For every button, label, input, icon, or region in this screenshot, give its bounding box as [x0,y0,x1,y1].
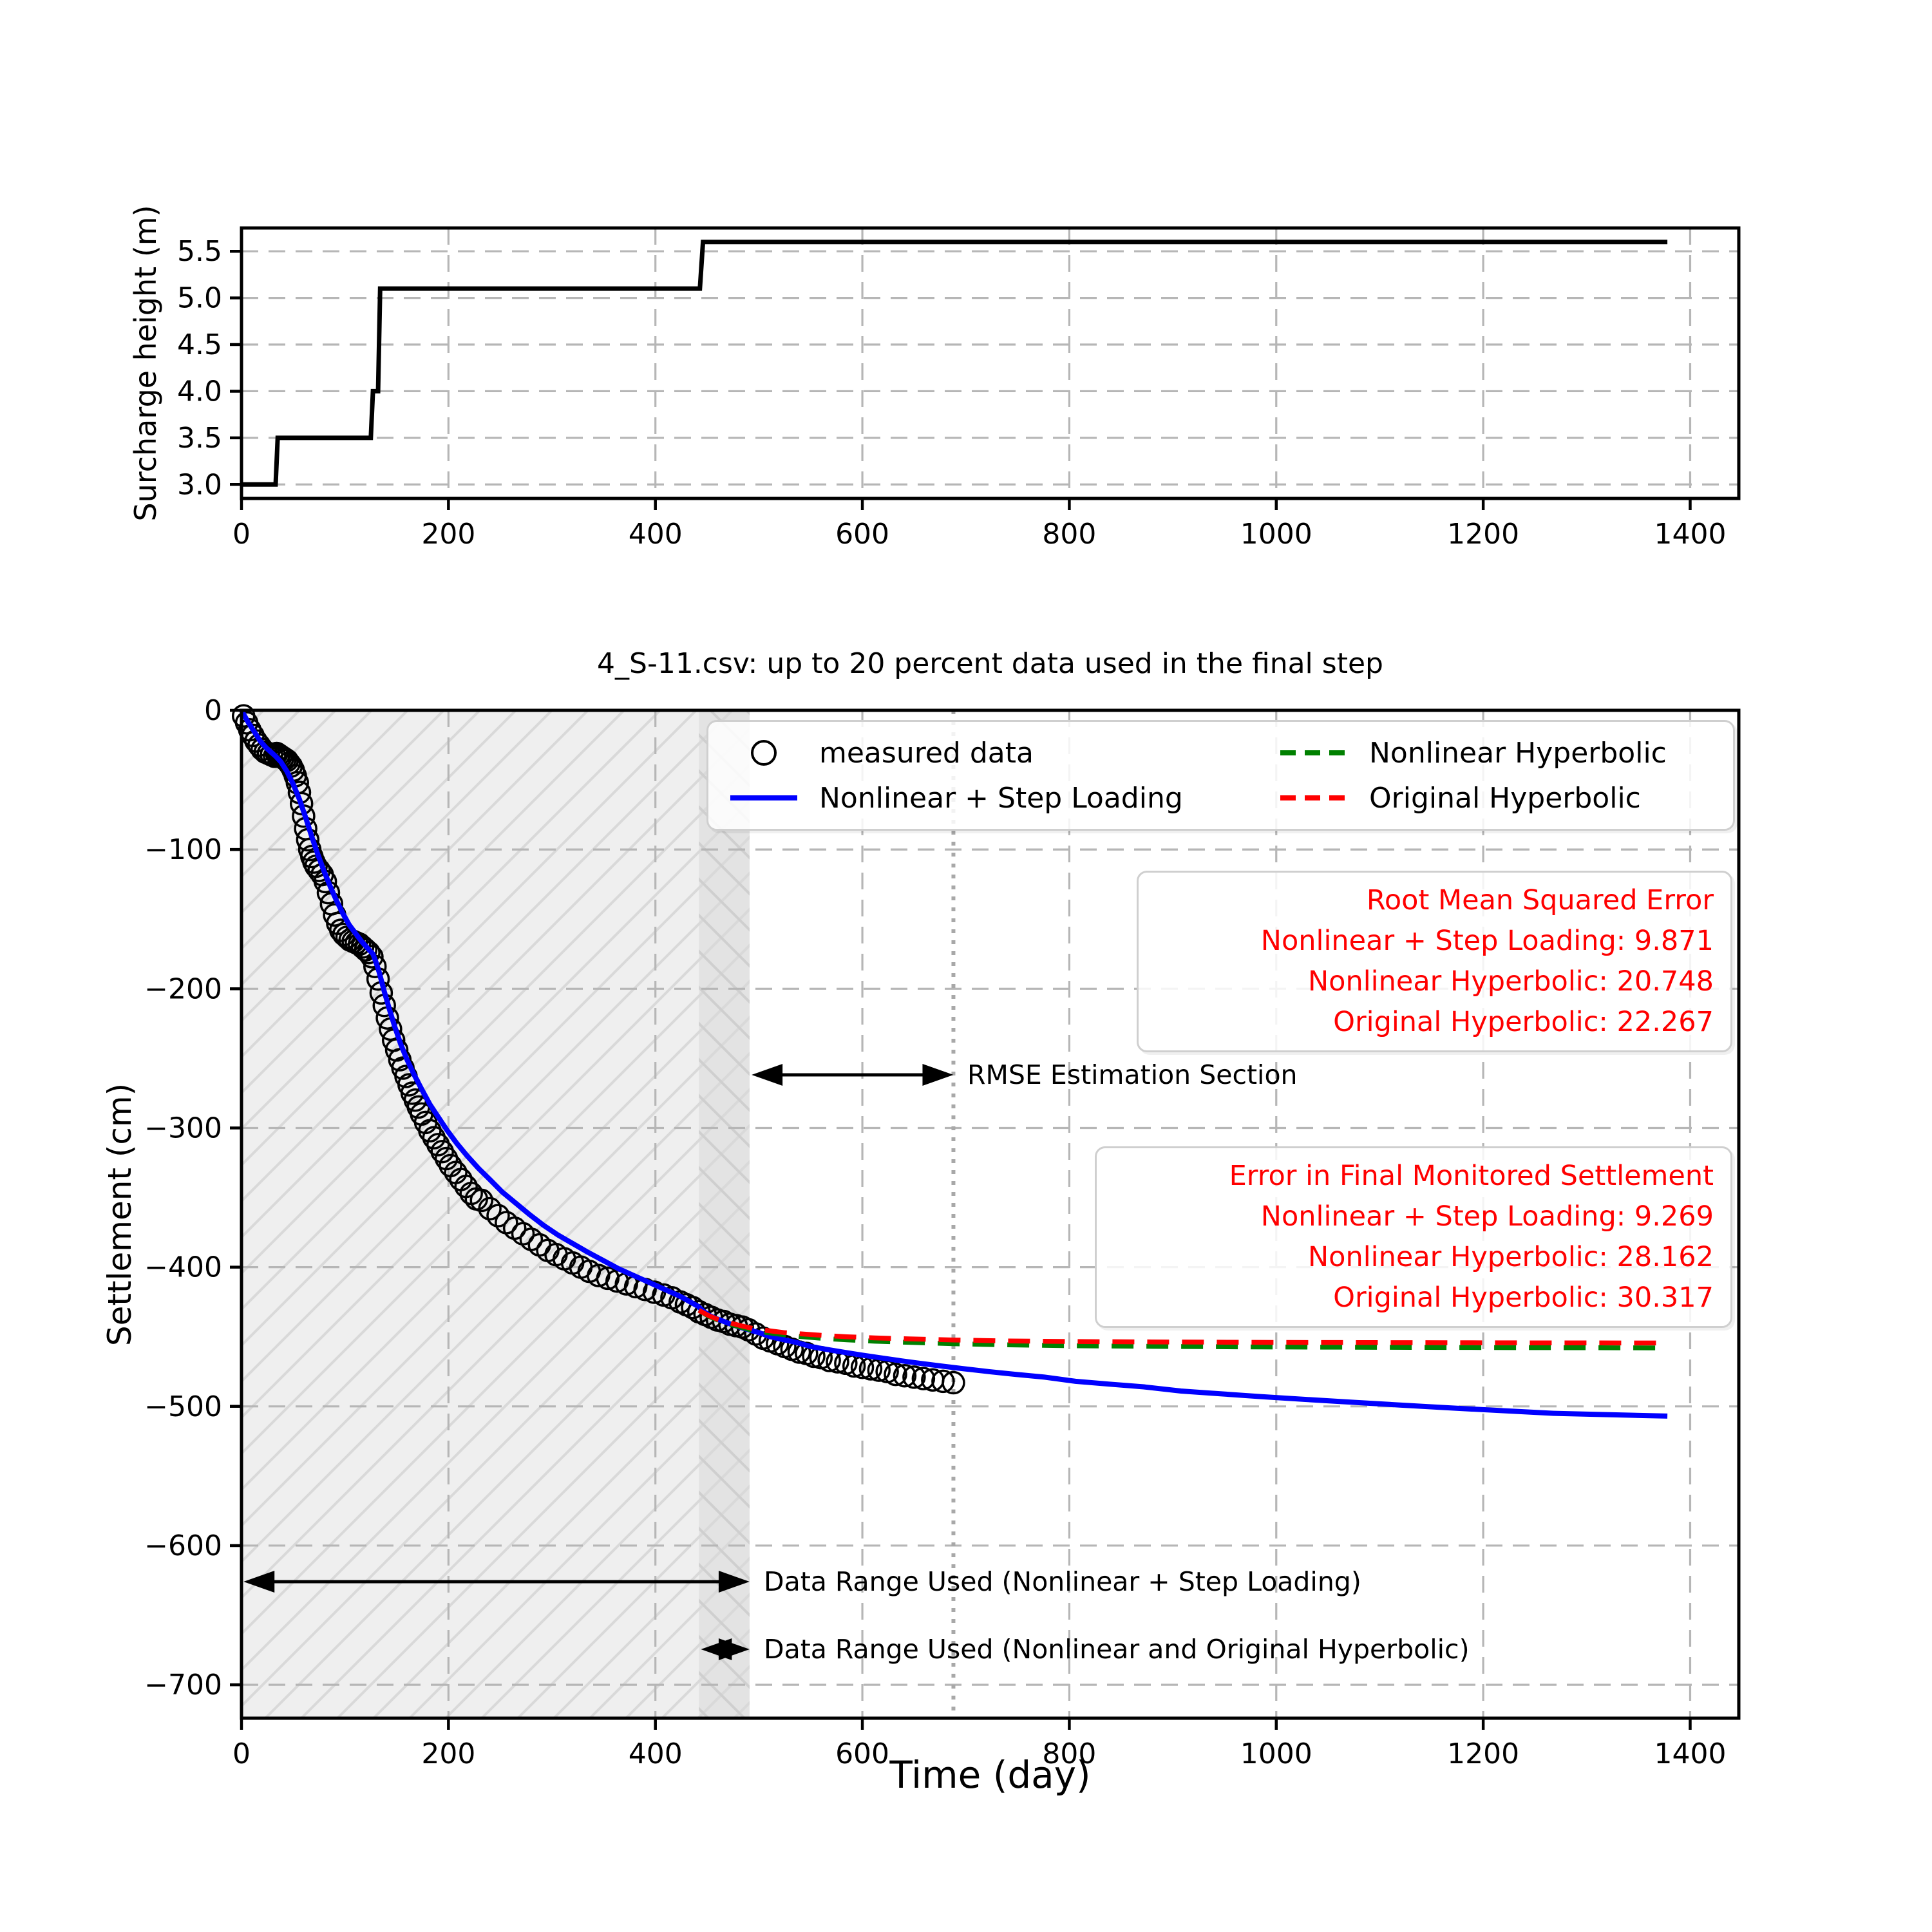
x-tick-label: 1200 [1447,518,1519,551]
rmse-box: Root Mean Squared Error Nonlinear + Step… [1137,871,1732,1052]
y-tick-label: 4.5 [177,328,222,361]
legend-item-nonlinear-hyperbolic: Nonlinear Hyperbolic [1275,732,1667,773]
x-tick-label: 800 [1042,518,1096,551]
error-nonlinear-hyperbolic-value: Nonlinear Hyperbolic: 28.162 [1308,1241,1714,1273]
x-tick-label: 1400 [1654,518,1726,551]
measured-data-point [893,1363,917,1388]
x-tick-label: 400 [629,1738,683,1770]
x-tick-label: 1400 [1654,1738,1726,1770]
legend-label: Original Hyperbolic [1369,781,1641,815]
error-step-loading-value: Nonlinear + Step Loading: 9.269 [1260,1200,1714,1233]
rmse-step-loading-value: Nonlinear + Step Loading: 9.871 [1260,925,1714,957]
measured-data-point [289,791,314,816]
axes-frame [240,226,1741,500]
measured-data-point [357,940,381,965]
measured-data-point [884,1362,907,1387]
measured-data-marker-icon [725,740,802,766]
x-tick-label: 1000 [1240,1738,1312,1770]
data-range-step-loading-label: Data Range Used (Nonlinear + Step Loadin… [764,1566,1361,1597]
measured-data-point [931,1369,955,1394]
x-tick-label: 0 [232,1738,251,1770]
measured-data-point [469,1188,494,1213]
nonlinear-hyperbolic-line-icon [1275,750,1352,755]
series-original-hyperbolic [697,1308,1668,1346]
y-tick-label: −300 [144,1112,222,1144]
measured-data-point [478,1197,502,1221]
y-tick-label: −600 [144,1530,222,1562]
original-hyperbolic-line-icon [1275,795,1352,800]
step-loading-line-icon [725,795,802,800]
x-tick-label: 400 [629,518,683,551]
x-tick-label: 1000 [1240,518,1312,551]
legend-label: Nonlinear + Step Loading [819,781,1183,815]
error-original-hyperbolic-value: Original Hyperbolic: 30.317 [1333,1282,1714,1314]
final-settlement-error-box: Error in Final Monitored Settlement Nonl… [1095,1146,1732,1328]
y-tick-label: 0 [204,694,222,727]
series-nonlinear-step-loading [239,709,1668,1419]
measured-data-point [486,1204,510,1227]
legend-item-original-hyperbolic: Original Hyperbolic [1275,777,1641,819]
rmse-box-title: Root Mean Squared Error [1366,884,1714,916]
measured-data-point [360,945,384,969]
data-range-hyperbolic-arrow [701,1638,750,1660]
legend-label: Nonlinear Hyperbolic [1369,736,1667,770]
y-tick-label: −100 [144,833,222,866]
x-tick-label: 0 [232,518,251,551]
rmse-nonlinear-hyperbolic-value: Nonlinear Hyperbolic: 20.748 [1308,965,1714,998]
y-tick-label: 5.0 [177,282,222,315]
y-tick-label: −400 [144,1251,222,1284]
y-tick-label: 5.5 [177,235,222,268]
rmse-section-label: RMSE Estimation Section [967,1059,1298,1090]
x-tick-label: 1200 [1447,1738,1519,1770]
error-box-title: Error in Final Monitored Settlement [1229,1160,1714,1192]
legend: measured data Nonlinear + Step Loading N… [706,720,1735,831]
rmse-original-hyperbolic-value: Original Hyperbolic: 22.267 [1333,1006,1714,1038]
measured-data-point [681,1296,705,1320]
series-surcharge-step-line [242,240,1668,487]
x-tick-label: 600 [835,1738,889,1770]
data-range-hyperbolic-label: Data Range Used (Nonlinear and Original … [764,1634,1470,1665]
time-x-axis-label: Time (day) [889,1753,1091,1797]
x-tick-label: 800 [1042,1738,1096,1770]
data-range-step-arrow [243,1571,750,1593]
y-tick-label: 4.0 [177,375,222,408]
y-tick-label: 3.0 [177,468,222,501]
axes-frame [240,708,1741,1720]
measured-data-point [911,1367,936,1390]
hatch-overlay [699,710,750,1718]
y-tick-label: −200 [144,972,222,1005]
chart-title: 4_S-11.csv: up to 20 percent data used i… [597,647,1383,680]
measured-data-point [942,1370,965,1395]
legend-label: measured data [819,736,1034,770]
measured-data-point [902,1365,926,1389]
rmse-section-arrow [752,1064,954,1086]
y-tick-label: −700 [144,1669,222,1701]
y-tick-label: −500 [144,1390,222,1423]
settlement-plot: 0 200 400 600 800 1000 1200 1400 0 −100 −200 −300 −4… [144,694,1741,1770]
x-tick-label: 200 [421,518,475,551]
settlement-y-axis-label: Settlement (cm) [101,1083,138,1347]
x-tick-label: 200 [421,1738,475,1770]
y-tick-label: 3.5 [177,422,222,455]
x-tick-label: 600 [835,518,889,551]
surcharge-plot: 0 200 400 600 800 1000 1200 1400 3.0 3.5 4.0 4.5 5.0… [177,226,1741,551]
legend-item-measured-data: measured data [725,732,1034,773]
legend-item-step-loading: Nonlinear + Step Loading [725,777,1183,819]
surcharge-y-axis-label: Surcharge height (m) [128,205,163,522]
